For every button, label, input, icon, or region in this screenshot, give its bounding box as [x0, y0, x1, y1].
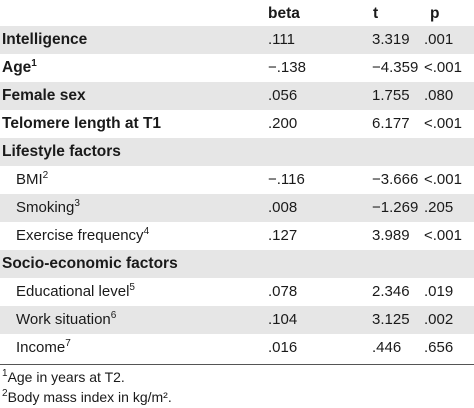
row-label: Income7	[16, 338, 71, 357]
row-label: Work situation6	[16, 310, 117, 329]
t-value: 6.177	[372, 115, 410, 132]
t-value: 2.346	[372, 283, 410, 300]
t-value: 1.755	[372, 87, 410, 104]
row-label: Intelligence	[2, 31, 88, 48]
table-bottom-rule	[0, 364, 474, 365]
row-label: Exercise frequency4	[16, 226, 150, 245]
header-row: beta t p	[0, 0, 474, 28]
p-value: .019	[424, 283, 454, 300]
row-label: Female sex	[2, 87, 86, 104]
t-value: −4.359	[372, 59, 419, 76]
header-beta: beta	[268, 5, 300, 22]
table-row-smoking: Smoking3 .008 −1.269 .205	[0, 194, 474, 222]
p-value: <.001	[424, 227, 462, 244]
p-value: <.001	[424, 115, 462, 132]
row-label: Age1	[2, 58, 37, 77]
t-value: 3.989	[372, 227, 410, 244]
row-label: Smoking3	[16, 198, 80, 217]
t-value: −3.666	[372, 171, 419, 188]
table-row-work: Work situation6 .104 3.125 .002	[0, 306, 474, 334]
t-value: 3.125	[372, 311, 410, 328]
beta-value: −.138	[268, 59, 306, 76]
table-row-intelligence: Intelligence .111 3.319 .001	[0, 26, 474, 54]
table-row-income: Income7 .016 .446 .656	[0, 334, 474, 362]
beta-value: .008	[268, 199, 298, 216]
t-value: .446	[372, 339, 402, 356]
section-label: Lifestyle factors	[2, 143, 121, 160]
beta-value: .111	[268, 31, 295, 48]
beta-value: .104	[268, 311, 298, 328]
header-p: p	[430, 5, 440, 22]
p-value: .656	[424, 339, 454, 356]
beta-value: .078	[268, 283, 298, 300]
table-row-bmi: BMI2 −.116 −3.666 <.001	[0, 166, 474, 194]
beta-value: .056	[268, 87, 298, 104]
p-value: .080	[424, 87, 454, 104]
p-value: .001	[424, 31, 454, 48]
table-row-telomere: Telomere length at T1 .200 6.177 <.001	[0, 110, 474, 138]
p-value: .002	[424, 311, 454, 328]
table-row-education: Educational level5 .078 2.346 .019	[0, 278, 474, 306]
p-value: <.001	[424, 59, 462, 76]
row-label: Telomere length at T1	[2, 115, 162, 132]
table-row-female-sex: Female sex .056 1.755 .080	[0, 82, 474, 110]
beta-value: −.116	[268, 171, 305, 188]
t-value: −1.269	[372, 199, 419, 216]
beta-value: .200	[268, 115, 298, 132]
section-row-socio-economic: Socio-economic factors	[0, 250, 474, 278]
t-value: 3.319	[372, 31, 410, 48]
p-value: .205	[424, 199, 454, 216]
row-label: Educational level5	[16, 282, 135, 301]
table-row-age: Age1 −.138 −4.359 <.001	[0, 54, 474, 82]
section-row-lifestyle: Lifestyle factors	[0, 138, 474, 166]
row-label: BMI2	[16, 170, 49, 189]
p-value: <.001	[424, 171, 462, 188]
footnote-2: 2Body mass index in kg/m².	[2, 388, 172, 406]
footnote-1: 1Age in years at T2.	[2, 368, 125, 386]
section-label: Socio-economic factors	[2, 255, 178, 272]
table-row-exercise: Exercise frequency4 .127 3.989 <.001	[0, 222, 474, 250]
beta-value: .127	[268, 227, 298, 244]
header-t: t	[373, 5, 379, 22]
beta-value: .016	[268, 339, 298, 356]
